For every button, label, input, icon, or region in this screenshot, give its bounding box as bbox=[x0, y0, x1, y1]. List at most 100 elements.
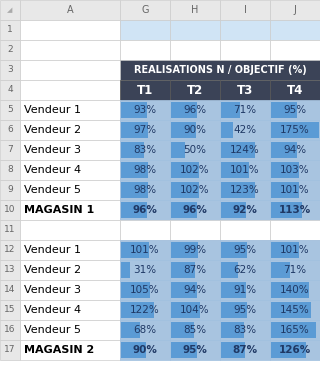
Bar bbox=[170, 280, 220, 300]
Text: 8: 8 bbox=[7, 165, 13, 174]
Bar bbox=[20, 180, 120, 200]
Bar bbox=[0, 200, 20, 220]
Bar bbox=[220, 320, 270, 340]
Bar bbox=[20, 20, 120, 40]
Text: 96%: 96% bbox=[132, 205, 157, 215]
Bar bbox=[120, 60, 320, 80]
Bar bbox=[20, 240, 120, 260]
Bar bbox=[170, 40, 220, 60]
Bar bbox=[170, 160, 220, 180]
Text: T2: T2 bbox=[187, 84, 203, 96]
Text: 140%: 140% bbox=[280, 285, 310, 295]
Text: 11: 11 bbox=[4, 226, 16, 234]
Bar bbox=[171, 202, 197, 218]
Bar bbox=[220, 200, 270, 220]
Text: 95%: 95% bbox=[284, 105, 307, 115]
Text: 105%: 105% bbox=[130, 285, 160, 295]
Bar bbox=[120, 20, 170, 40]
Text: 4: 4 bbox=[7, 85, 13, 95]
Bar bbox=[170, 180, 220, 200]
Bar bbox=[170, 320, 220, 340]
Bar bbox=[270, 20, 320, 40]
Text: 101%: 101% bbox=[230, 165, 260, 175]
Bar bbox=[20, 40, 120, 60]
Bar bbox=[171, 322, 194, 338]
Text: 94%: 94% bbox=[183, 285, 207, 295]
Text: 101%: 101% bbox=[280, 245, 310, 255]
Bar bbox=[121, 262, 130, 278]
Bar bbox=[221, 122, 233, 138]
Bar bbox=[121, 202, 147, 218]
Bar bbox=[220, 100, 270, 120]
Bar bbox=[270, 220, 320, 240]
Text: Vendeur 2: Vendeur 2 bbox=[24, 265, 81, 275]
Text: 68%: 68% bbox=[133, 325, 156, 335]
Bar bbox=[120, 200, 170, 220]
Bar bbox=[270, 180, 320, 200]
Bar bbox=[220, 240, 270, 260]
Bar bbox=[20, 320, 120, 340]
Text: ◢: ◢ bbox=[7, 7, 13, 13]
Bar bbox=[120, 40, 170, 60]
Text: Vendeur 4: Vendeur 4 bbox=[24, 305, 81, 315]
Bar bbox=[170, 80, 220, 100]
Bar bbox=[170, 20, 220, 40]
Text: 99%: 99% bbox=[183, 245, 207, 255]
Text: 90%: 90% bbox=[132, 345, 157, 355]
Text: T4: T4 bbox=[287, 84, 303, 96]
Bar bbox=[121, 102, 147, 118]
Bar bbox=[270, 200, 320, 220]
Bar bbox=[220, 0, 270, 20]
Bar bbox=[20, 120, 120, 140]
Bar bbox=[271, 282, 309, 298]
Bar bbox=[271, 182, 299, 198]
Bar bbox=[271, 202, 302, 218]
Text: 96%: 96% bbox=[183, 105, 207, 115]
Text: 12: 12 bbox=[4, 246, 16, 254]
Bar bbox=[270, 160, 320, 180]
Bar bbox=[120, 0, 170, 20]
Bar bbox=[120, 320, 170, 340]
Bar bbox=[0, 240, 20, 260]
Bar bbox=[220, 80, 270, 100]
Bar bbox=[220, 20, 270, 40]
Bar bbox=[121, 282, 150, 298]
Bar bbox=[171, 302, 200, 318]
Bar bbox=[221, 282, 246, 298]
Bar bbox=[221, 142, 255, 158]
Text: H: H bbox=[191, 5, 199, 15]
Bar bbox=[0, 220, 20, 240]
Bar bbox=[0, 300, 20, 320]
Bar bbox=[20, 300, 120, 320]
Bar bbox=[121, 182, 148, 198]
Bar bbox=[170, 260, 220, 280]
Text: 113%: 113% bbox=[279, 205, 311, 215]
Bar bbox=[221, 242, 247, 258]
Bar bbox=[170, 120, 220, 140]
Bar bbox=[171, 122, 196, 138]
Text: 15: 15 bbox=[4, 306, 16, 315]
Text: 124%: 124% bbox=[230, 145, 260, 155]
Bar bbox=[270, 260, 320, 280]
Bar bbox=[20, 80, 120, 100]
Text: 102%: 102% bbox=[180, 185, 210, 195]
Bar bbox=[120, 240, 170, 260]
Bar bbox=[221, 342, 245, 358]
Bar bbox=[120, 100, 170, 120]
Bar bbox=[120, 300, 170, 320]
Text: 102%: 102% bbox=[180, 165, 210, 175]
Bar bbox=[171, 282, 197, 298]
Text: 10: 10 bbox=[4, 205, 16, 215]
Bar bbox=[220, 300, 270, 320]
Text: 91%: 91% bbox=[233, 285, 257, 295]
Bar bbox=[120, 120, 170, 140]
Text: 103%: 103% bbox=[280, 165, 310, 175]
Bar bbox=[120, 160, 170, 180]
Text: 98%: 98% bbox=[133, 185, 156, 195]
Bar bbox=[270, 120, 320, 140]
Text: 101%: 101% bbox=[280, 185, 310, 195]
Text: 92%: 92% bbox=[233, 205, 257, 215]
Bar bbox=[271, 162, 299, 178]
Text: 71%: 71% bbox=[233, 105, 257, 115]
Text: 3: 3 bbox=[7, 65, 13, 74]
